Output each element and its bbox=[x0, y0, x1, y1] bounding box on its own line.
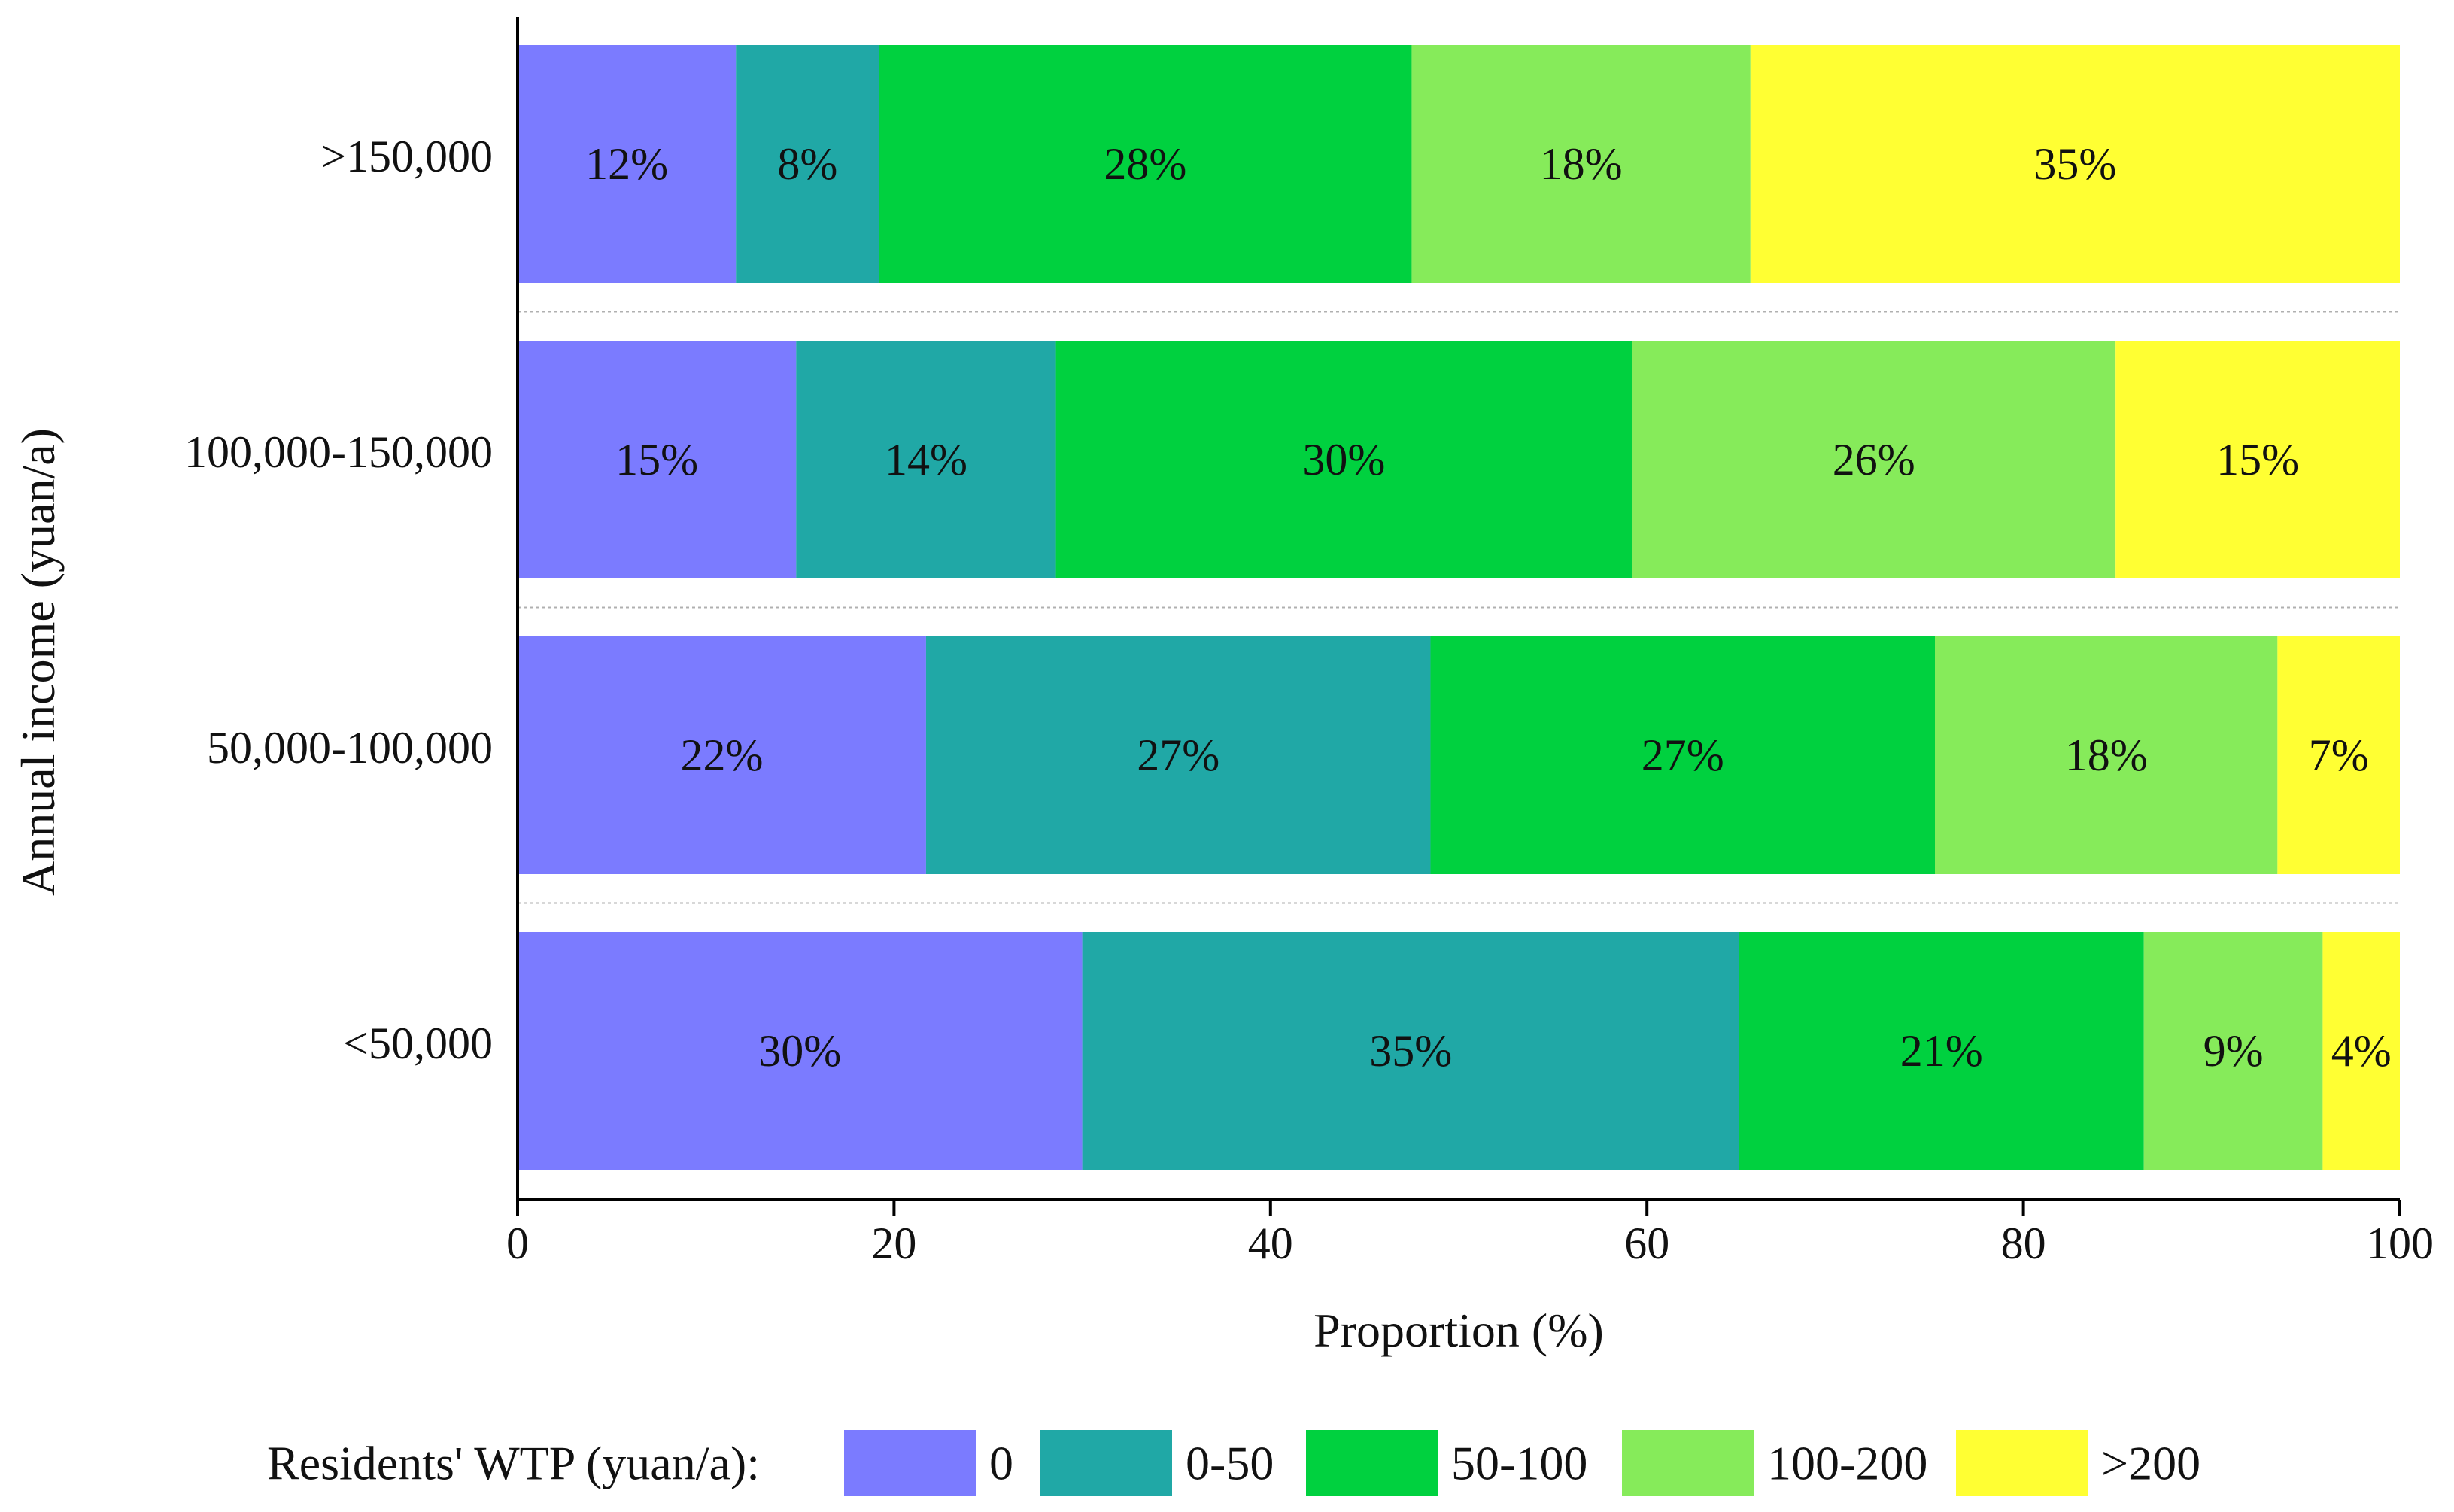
bar-50-000-100-000-wtp-100-200 bbox=[1935, 636, 2278, 874]
bar-100-000-150-000-wtp-gt-200 bbox=[2115, 341, 2400, 578]
x-tick-label-60: 60 bbox=[1624, 1219, 1669, 1268]
bar-lt-50-000-wtp-0-50 bbox=[1082, 932, 1739, 1170]
data-label-50-000-100-000-wtp-0: 22% bbox=[680, 730, 763, 780]
x-tick-label-80: 80 bbox=[2001, 1219, 2046, 1268]
data-label-100-000-150-000-wtp-50-100: 30% bbox=[1302, 435, 1385, 484]
bar-50-000-100-000-wtp-0-50 bbox=[925, 636, 1431, 874]
data-label-100-000-150-000-wtp-0-50: 14% bbox=[885, 435, 967, 484]
legend-label-100-200: 100-200 bbox=[1767, 1437, 1927, 1490]
legend-label-50-100: 50-100 bbox=[1451, 1437, 1587, 1490]
data-label-100-000-150-000-wtp-100-200: 26% bbox=[1833, 435, 1915, 484]
legend-title: Residents' WTP (yuan/a): bbox=[267, 1437, 760, 1490]
x-tick-label-0: 0 bbox=[506, 1219, 529, 1268]
legend-swatch-gt-200 bbox=[1956, 1430, 2088, 1496]
data-label-50-000-100-000-wtp-100-200: 18% bbox=[2065, 730, 2148, 780]
legend-label-0: 0 bbox=[989, 1437, 1013, 1490]
bar-50-000-100-000-wtp-gt-200 bbox=[2277, 636, 2400, 874]
data-label-50-000-100-000-wtp-0-50: 27% bbox=[1137, 730, 1219, 780]
data-label-lt-50-000-wtp-gt-200: 4% bbox=[2331, 1026, 2392, 1076]
bar-separators bbox=[518, 311, 2400, 904]
bar-100-000-150-000-wtp-0 bbox=[518, 341, 797, 578]
data-label-50-000-100-000-wtp-50-100: 27% bbox=[1642, 730, 1724, 780]
y-tick-label-gt-150-000: >150,000 bbox=[320, 132, 493, 181]
axes-layer: 0 20 40 60 80 100 >150,000 100,000-150,000 50,00… bbox=[11, 17, 2434, 1357]
data-label-lt-50-000-wtp-0: 30% bbox=[758, 1026, 841, 1076]
y-tick-label-50-000-100-000: 50,000-100,000 bbox=[207, 723, 493, 773]
bar-lt-50-000-wtp-100-200 bbox=[2143, 932, 2323, 1170]
legend-label-0-50: 0-50 bbox=[1186, 1437, 1274, 1490]
x-tick-label-40: 40 bbox=[1248, 1219, 1293, 1268]
data-label-lt-50-000-wtp-50-100: 21% bbox=[1900, 1026, 1983, 1076]
legend-swatch-50-100 bbox=[1306, 1430, 1438, 1496]
data-label-gt-150-000-wtp-100-200: 18% bbox=[1540, 139, 1623, 189]
bar-lt-50-000-wtp-0 bbox=[518, 932, 1083, 1170]
data-label-gt-150-000-wtp-0-50: 8% bbox=[777, 139, 837, 189]
bar-gt-150-000-wtp-0 bbox=[518, 45, 737, 283]
bar-50-000-100-000-wtp-50-100 bbox=[1430, 636, 1936, 874]
bar-100-000-150-000-wtp-0-50 bbox=[796, 341, 1056, 578]
legend-label-gt-200: >200 bbox=[2101, 1437, 2200, 1490]
legend-swatch-100-200 bbox=[1622, 1430, 1754, 1496]
bar-100-000-150-000-wtp-50-100 bbox=[1055, 341, 1632, 578]
y-tick-label-100-000-150-000: 100,000-150,000 bbox=[184, 427, 493, 477]
data-label-50-000-100-000-wtp-gt-200: 7% bbox=[2309, 730, 2369, 780]
legend: Residents' WTP (yuan/a): 0 0-50 50-100 100-2… bbox=[267, 1430, 2200, 1496]
data-label-100-000-150-000-wtp-0: 15% bbox=[615, 435, 698, 484]
bar-lt-50-000-wtp-gt-200 bbox=[2322, 932, 2400, 1170]
data-label-gt-150-000-wtp-gt-200: 35% bbox=[2033, 139, 2116, 189]
data-label-lt-50-000-wtp-0-50: 35% bbox=[1369, 1026, 1452, 1076]
bar-50-000-100-000-wtp-0 bbox=[518, 636, 926, 874]
bars-layer: 12% 8% 28% 18% 35% 15% 14% 30% 26% 15% 22% 27% 27% 18… bbox=[518, 45, 2400, 1170]
x-tick-label-20: 20 bbox=[871, 1219, 916, 1268]
bar-gt-150-000-wtp-100-200 bbox=[1411, 45, 1751, 283]
bar-lt-50-000-wtp-50-100 bbox=[1739, 932, 2144, 1170]
legend-swatch-0 bbox=[844, 1430, 976, 1496]
bar-gt-150-000-wtp-gt-200 bbox=[1750, 45, 2400, 283]
data-label-lt-50-000-wtp-100-200: 9% bbox=[2203, 1026, 2264, 1076]
bar-gt-150-000-wtp-50-100 bbox=[879, 45, 1412, 283]
y-axis-title: Annual income (yuan/a) bbox=[11, 428, 65, 896]
legend-swatch-0-50 bbox=[1040, 1430, 1172, 1496]
y-tick-label-lt-50-000: <50,000 bbox=[343, 1019, 493, 1068]
bar-gt-150-000-wtp-0-50 bbox=[736, 45, 879, 283]
data-label-100-000-150-000-wtp-gt-200: 15% bbox=[2216, 435, 2299, 484]
data-label-gt-150-000-wtp-50-100: 28% bbox=[1104, 139, 1186, 189]
x-axis-title: Proportion (%) bbox=[1314, 1304, 1604, 1357]
data-label-gt-150-000-wtp-0: 12% bbox=[585, 139, 668, 189]
x-tick-label-100: 100 bbox=[2366, 1219, 2434, 1268]
bar-100-000-150-000-wtp-100-200 bbox=[1632, 341, 2116, 578]
